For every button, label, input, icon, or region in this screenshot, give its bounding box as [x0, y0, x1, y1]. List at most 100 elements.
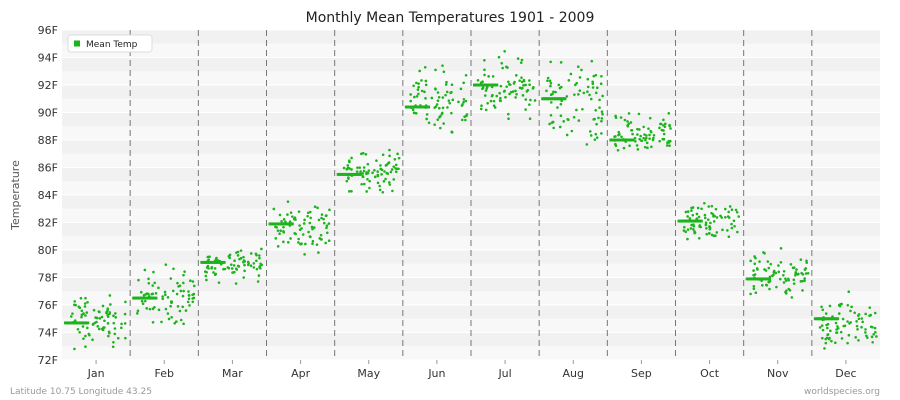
data-point	[416, 88, 420, 91]
data-point	[601, 112, 604, 116]
data-point	[239, 256, 243, 260]
data-point	[441, 106, 445, 110]
data-point	[172, 267, 175, 271]
data-point	[709, 221, 712, 225]
data-point	[490, 85, 494, 89]
data-point	[524, 98, 528, 101]
data-point	[100, 315, 104, 319]
data-point	[442, 122, 445, 125]
data-point	[582, 91, 586, 95]
data-point	[558, 86, 562, 90]
data-point	[112, 314, 115, 318]
data-point	[242, 259, 246, 262]
data-point	[640, 139, 644, 142]
data-point	[866, 336, 869, 339]
data-point	[559, 114, 563, 118]
data-point	[373, 175, 377, 179]
data-point	[380, 173, 383, 176]
data-point	[758, 260, 761, 263]
y-tick-label: 90F	[38, 107, 58, 120]
data-point	[789, 263, 793, 266]
data-point	[857, 338, 860, 342]
data-point	[481, 87, 484, 91]
data-point	[834, 321, 838, 325]
data-point	[864, 331, 867, 334]
data-point	[846, 320, 849, 323]
data-point	[597, 116, 600, 120]
data-point	[508, 83, 512, 86]
data-point	[239, 249, 243, 252]
data-point	[204, 261, 208, 264]
data-point	[358, 166, 361, 169]
data-point	[591, 80, 594, 84]
data-point	[667, 112, 671, 115]
data-point	[462, 97, 466, 101]
data-point	[499, 84, 503, 88]
data-point	[411, 108, 415, 112]
data-point	[753, 262, 757, 266]
data-point	[768, 275, 772, 279]
data-point	[522, 79, 526, 83]
chart-title: Monthly Mean Temperatures 1901 - 2009	[306, 10, 595, 26]
data-point	[636, 133, 639, 136]
data-point	[476, 78, 480, 82]
y-tick-label: 92F	[38, 79, 58, 92]
data-point	[520, 87, 523, 90]
data-point	[622, 137, 625, 141]
data-point	[646, 146, 649, 150]
data-point	[427, 121, 431, 125]
data-point	[166, 296, 170, 299]
data-point	[600, 117, 604, 120]
data-point	[441, 96, 445, 99]
data-point	[105, 311, 108, 315]
data-point	[288, 224, 292, 227]
data-point	[315, 243, 319, 246]
data-point	[424, 83, 428, 87]
data-point	[350, 189, 353, 193]
data-point	[446, 106, 449, 109]
data-point	[754, 291, 758, 295]
data-point	[229, 263, 233, 266]
data-point	[837, 312, 841, 315]
data-point	[417, 85, 420, 89]
data-point	[487, 75, 490, 78]
data-point	[319, 233, 323, 237]
data-point	[192, 284, 196, 288]
data-point	[320, 216, 323, 220]
data-point	[383, 170, 386, 173]
data-point	[79, 296, 83, 300]
data-point	[350, 168, 353, 171]
data-point	[444, 83, 448, 86]
x-tick-label: Aug	[563, 367, 584, 380]
data-point	[108, 294, 112, 297]
data-point	[187, 297, 191, 301]
data-point	[368, 186, 371, 190]
data-point	[483, 73, 486, 77]
data-point	[559, 102, 563, 106]
data-point	[700, 207, 703, 211]
data-point	[849, 321, 852, 324]
y-tick-label: 82F	[38, 217, 58, 230]
legend: Mean Temp	[67, 34, 153, 53]
data-point	[623, 118, 627, 122]
data-point	[834, 341, 837, 345]
data-point	[874, 330, 877, 334]
data-point	[801, 279, 804, 283]
data-point	[302, 222, 306, 225]
data-point	[766, 260, 770, 263]
data-point	[207, 267, 210, 270]
data-point	[436, 99, 440, 103]
data-point	[232, 264, 236, 267]
grid-lines	[62, 29, 880, 361]
data-point	[367, 169, 371, 172]
data-point	[366, 177, 369, 181]
data-point	[286, 200, 290, 203]
data-point	[792, 282, 796, 285]
data-point	[763, 268, 766, 271]
data-point	[278, 232, 281, 236]
data-point	[178, 309, 182, 313]
data-point	[821, 318, 824, 322]
data-point	[233, 270, 236, 274]
data-point	[418, 69, 421, 73]
